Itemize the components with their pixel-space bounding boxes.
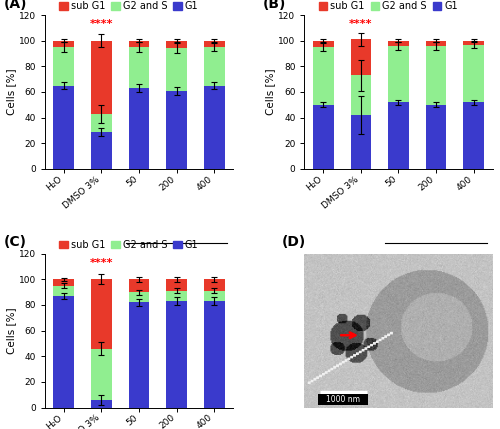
Bar: [91, 114, 112, 132]
Text: 1000 nm: 1000 nm: [326, 395, 360, 404]
Bar: [388, 46, 409, 102]
Text: ****: ****: [349, 19, 372, 29]
Bar: [54, 279, 74, 286]
Text: ****: ****: [90, 257, 113, 268]
Text: (D): (D): [282, 235, 306, 249]
Text: ****: ****: [90, 19, 113, 29]
Bar: [204, 41, 225, 47]
Bar: [166, 301, 187, 408]
Bar: [318, 395, 368, 405]
Bar: [128, 279, 150, 292]
Text: µg Fe/mL: µg Fe/mL: [416, 255, 457, 264]
Bar: [91, 279, 112, 348]
Bar: [54, 296, 74, 408]
Bar: [204, 301, 225, 408]
Bar: [350, 76, 371, 115]
Bar: [204, 47, 225, 85]
Bar: [426, 41, 446, 46]
Bar: [128, 47, 150, 88]
Legend: sub G1, G2 and S, G1: sub G1, G2 and S, G1: [60, 240, 198, 250]
Bar: [128, 41, 150, 47]
Bar: [388, 102, 409, 169]
Bar: [166, 91, 187, 169]
Bar: [313, 47, 334, 105]
Bar: [426, 46, 446, 105]
Bar: [204, 279, 225, 291]
Bar: [91, 348, 112, 400]
Bar: [426, 105, 446, 169]
Bar: [91, 400, 112, 408]
Text: µg Fe/mL: µg Fe/mL: [156, 255, 198, 264]
Bar: [204, 291, 225, 301]
Bar: [464, 102, 484, 169]
Bar: [166, 41, 187, 48]
Y-axis label: Cells [%]: Cells [%]: [6, 307, 16, 354]
Text: (A): (A): [4, 0, 27, 11]
Legend: sub G1, G2 and S, G1: sub G1, G2 and S, G1: [318, 1, 458, 12]
Text: (C): (C): [4, 235, 26, 249]
Bar: [464, 45, 484, 102]
Bar: [204, 85, 225, 169]
Bar: [54, 41, 74, 47]
Bar: [54, 286, 74, 296]
Bar: [313, 41, 334, 47]
Y-axis label: Cells [%]: Cells [%]: [266, 69, 276, 115]
Bar: [91, 41, 112, 114]
Text: (B): (B): [263, 0, 286, 11]
Bar: [166, 48, 187, 91]
Bar: [350, 39, 371, 76]
Bar: [166, 279, 187, 291]
Bar: [388, 41, 409, 46]
Bar: [128, 88, 150, 169]
Bar: [54, 85, 74, 169]
Bar: [313, 105, 334, 169]
Y-axis label: Cells [%]: Cells [%]: [6, 69, 16, 115]
Bar: [54, 47, 74, 85]
Bar: [128, 302, 150, 408]
Bar: [128, 292, 150, 302]
Bar: [464, 41, 484, 45]
Bar: [166, 291, 187, 301]
Bar: [91, 132, 112, 169]
Legend: sub G1, G2 and S, G1: sub G1, G2 and S, G1: [60, 1, 198, 12]
Bar: [350, 115, 371, 169]
